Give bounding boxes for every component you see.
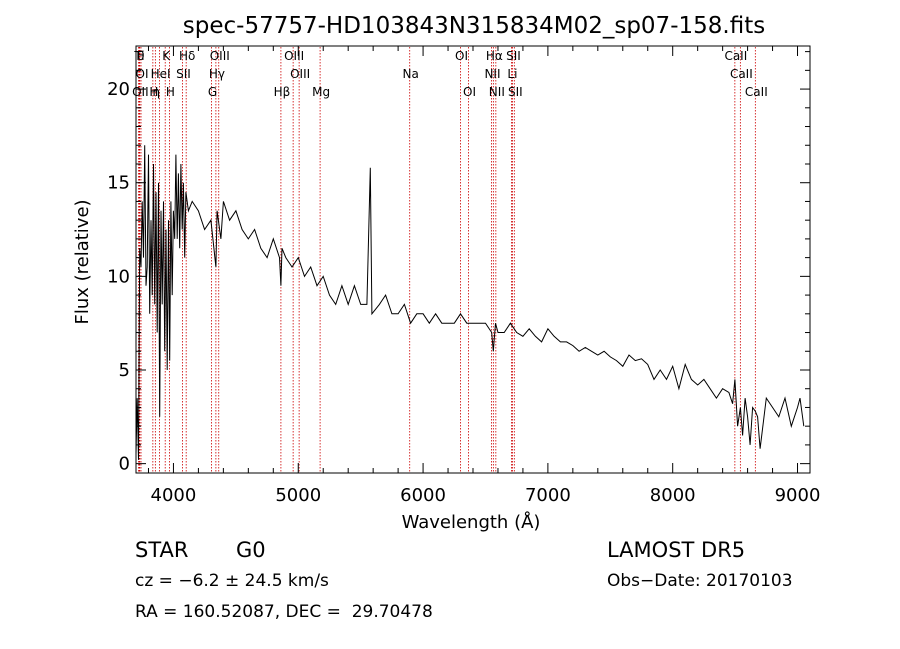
x-axis-label: Wavelength (Å) — [402, 511, 541, 533]
x-tick-label: 7000 — [525, 485, 571, 506]
line-marker-label: H — [166, 85, 175, 99]
x-tick-label: 6000 — [400, 485, 446, 506]
x-tick-label: 8000 — [650, 485, 696, 506]
y-tick-label: 20 — [107, 79, 130, 100]
x-axis: 4000 5000 6000 7000 8000 9000 — [147, 46, 821, 506]
line-marker-label: CaII — [730, 67, 753, 81]
line-marker-label: Ti — [133, 49, 144, 63]
redshift-velocity: cz = −6.2 ± 24.5 km/s — [135, 571, 329, 591]
spectrum-line — [135, 145, 805, 460]
y-tick-label: 0 — [119, 454, 130, 475]
y-tick-label: 5 — [119, 360, 130, 381]
line-marker-label: SII — [176, 67, 191, 81]
line-marker-label: SII — [506, 49, 521, 63]
y-axis: 0 5 10 15 20 — [107, 51, 810, 475]
line-marker-label: G — [208, 85, 217, 99]
line-marker-label: Hγ — [209, 67, 225, 81]
y-tick-label: 15 — [107, 173, 130, 194]
line-marker-label: OI — [463, 85, 476, 99]
line-marker-label: Hα — [486, 49, 503, 63]
x-tick-label: 5000 — [275, 485, 321, 506]
y-tick-label: 10 — [107, 266, 130, 287]
line-marker-label: θ — [137, 49, 144, 63]
line-marker-label: H — [149, 85, 158, 99]
object-subclass: G0 — [236, 538, 266, 562]
object-class: STAR — [135, 538, 189, 562]
survey-name: LAMOST DR5 — [607, 538, 746, 562]
line-marker-label: SII — [508, 85, 523, 99]
line-marker-label: K — [162, 49, 171, 63]
line-marker-label: NII — [484, 67, 500, 81]
line-marker-label: CaII — [745, 85, 768, 99]
line-marker-label: Hδ — [179, 49, 195, 63]
line-marker-label: η — [153, 85, 161, 99]
line-marker-label: NII — [489, 85, 505, 99]
line-marker-label: OI — [455, 49, 468, 63]
line-marker-label: Mg — [312, 85, 330, 99]
coordinates: RA = 160.52087, DEC = 29.70478 — [135, 602, 433, 622]
line-marker-label: OII — [132, 85, 149, 99]
line-marker-label: Na — [403, 67, 419, 81]
x-tick-label: 9000 — [775, 485, 821, 506]
line-marker-label: OIII — [210, 49, 230, 63]
line-marker-label: HeI — [151, 67, 171, 81]
line-marker-label: OI — [136, 67, 149, 81]
line-marker-label: CaII — [724, 49, 747, 63]
observation-date: Obs−Date: 20170103 — [607, 571, 793, 591]
line-marker-label: Li — [507, 67, 517, 81]
y-axis-label: Flux (relative) — [72, 199, 93, 324]
line-marker-label: OIII — [290, 67, 310, 81]
x-tick-label: 4000 — [151, 485, 197, 506]
chart-title: spec-57757-HD103843N315834M02_sp07-158.f… — [183, 13, 765, 39]
emission-line-markers — [138, 47, 756, 472]
plot-frame — [135, 45, 811, 474]
line-marker-label: Hβ — [274, 85, 291, 99]
line-marker-label: OIII — [284, 49, 304, 63]
